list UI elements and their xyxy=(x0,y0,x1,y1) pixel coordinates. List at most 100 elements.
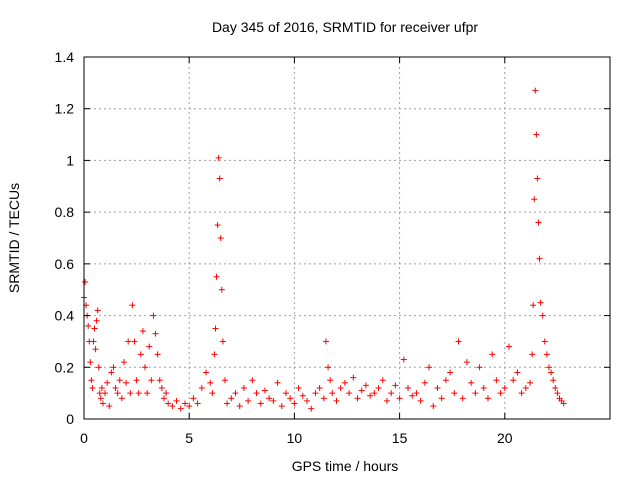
data-point xyxy=(396,395,403,402)
data-point xyxy=(282,390,289,397)
data-point xyxy=(442,377,449,384)
data-point xyxy=(552,384,559,391)
data-point xyxy=(94,307,101,314)
data-point xyxy=(522,384,529,391)
grid-lines xyxy=(84,57,610,419)
data-point xyxy=(169,403,176,410)
y-tick-label: 1.2 xyxy=(55,101,75,117)
tick-labels: 0 0.2 0.4 0.6 0.8 1 1.2 1.4 0 5 10 15 20 xyxy=(55,49,513,446)
data-point xyxy=(89,384,96,391)
data-point xyxy=(371,390,378,397)
data-point xyxy=(216,175,223,182)
data-point xyxy=(135,390,142,397)
data-point xyxy=(413,390,420,397)
data-point xyxy=(92,346,99,353)
data-point xyxy=(152,330,159,337)
data-point xyxy=(489,351,496,358)
data-point xyxy=(405,384,412,391)
data-point xyxy=(527,379,534,386)
data-point xyxy=(480,384,487,391)
data-point xyxy=(539,312,546,319)
data-point xyxy=(375,384,382,391)
y-tick-label: 1 xyxy=(66,152,74,168)
data-point xyxy=(545,364,552,371)
y-axis-label: SRMTID / TECUs xyxy=(6,183,22,293)
data-point xyxy=(104,379,111,386)
data-point xyxy=(536,255,543,262)
data-point xyxy=(96,390,103,397)
data-point xyxy=(463,359,470,366)
data-point xyxy=(312,390,319,397)
data-point xyxy=(337,384,344,391)
data-point xyxy=(459,395,466,402)
data-point xyxy=(120,359,127,366)
data-point xyxy=(144,390,151,397)
data-point xyxy=(123,379,130,386)
data-point xyxy=(455,338,462,345)
data-point xyxy=(114,390,121,397)
data-point xyxy=(388,390,395,397)
data-point xyxy=(240,384,247,391)
y-tick-label: 0.4 xyxy=(55,308,75,324)
data-point xyxy=(186,403,193,410)
data-point xyxy=(203,369,210,376)
data-point xyxy=(110,364,117,371)
data-point xyxy=(532,87,539,94)
data-point xyxy=(257,400,264,407)
y-tick-label: 0.2 xyxy=(55,359,75,375)
data-point xyxy=(358,387,365,394)
data-point xyxy=(163,390,170,397)
data-point xyxy=(531,196,538,203)
data-point xyxy=(510,377,517,384)
data-point xyxy=(322,338,329,345)
data-point xyxy=(106,403,113,410)
data-point xyxy=(518,390,525,397)
data-point xyxy=(245,397,252,404)
data-point xyxy=(127,390,134,397)
x-tick-label: 20 xyxy=(497,430,513,446)
data-point xyxy=(102,390,109,397)
data-point xyxy=(156,377,163,384)
data-point xyxy=(434,384,441,391)
data-point xyxy=(116,377,123,384)
data-point xyxy=(541,338,548,345)
data-point xyxy=(160,395,167,402)
y-tick-label: 0.6 xyxy=(55,256,75,272)
x-axis-label: GPS time / hours xyxy=(292,458,399,474)
data-point xyxy=(533,131,540,138)
data-point xyxy=(325,364,332,371)
data-point xyxy=(85,322,92,329)
data-point xyxy=(148,377,155,384)
data-point xyxy=(320,395,327,402)
data-point xyxy=(97,395,104,402)
data-points xyxy=(81,87,567,412)
data-point xyxy=(108,369,115,376)
data-point xyxy=(88,377,95,384)
data-point xyxy=(346,390,353,397)
data-point xyxy=(198,384,205,391)
data-point xyxy=(534,175,541,182)
data-point xyxy=(350,374,357,381)
data-point xyxy=(118,395,125,402)
data-point xyxy=(409,392,416,399)
data-point xyxy=(98,384,105,391)
data-point xyxy=(249,377,256,384)
data-point xyxy=(484,395,491,402)
data-point xyxy=(215,154,222,161)
data-point xyxy=(426,364,433,371)
data-point xyxy=(304,397,311,404)
data-point xyxy=(497,390,504,397)
data-point xyxy=(451,390,458,397)
x-tick-label: 10 xyxy=(287,430,303,446)
data-point xyxy=(354,395,361,402)
data-point xyxy=(529,351,536,358)
data-point xyxy=(90,338,97,345)
data-point xyxy=(165,400,172,407)
data-point xyxy=(93,317,100,324)
data-point xyxy=(137,351,144,358)
data-point xyxy=(550,377,557,384)
data-point xyxy=(129,302,136,309)
data-point xyxy=(125,338,132,345)
y-tick-label: 0.8 xyxy=(55,204,75,220)
